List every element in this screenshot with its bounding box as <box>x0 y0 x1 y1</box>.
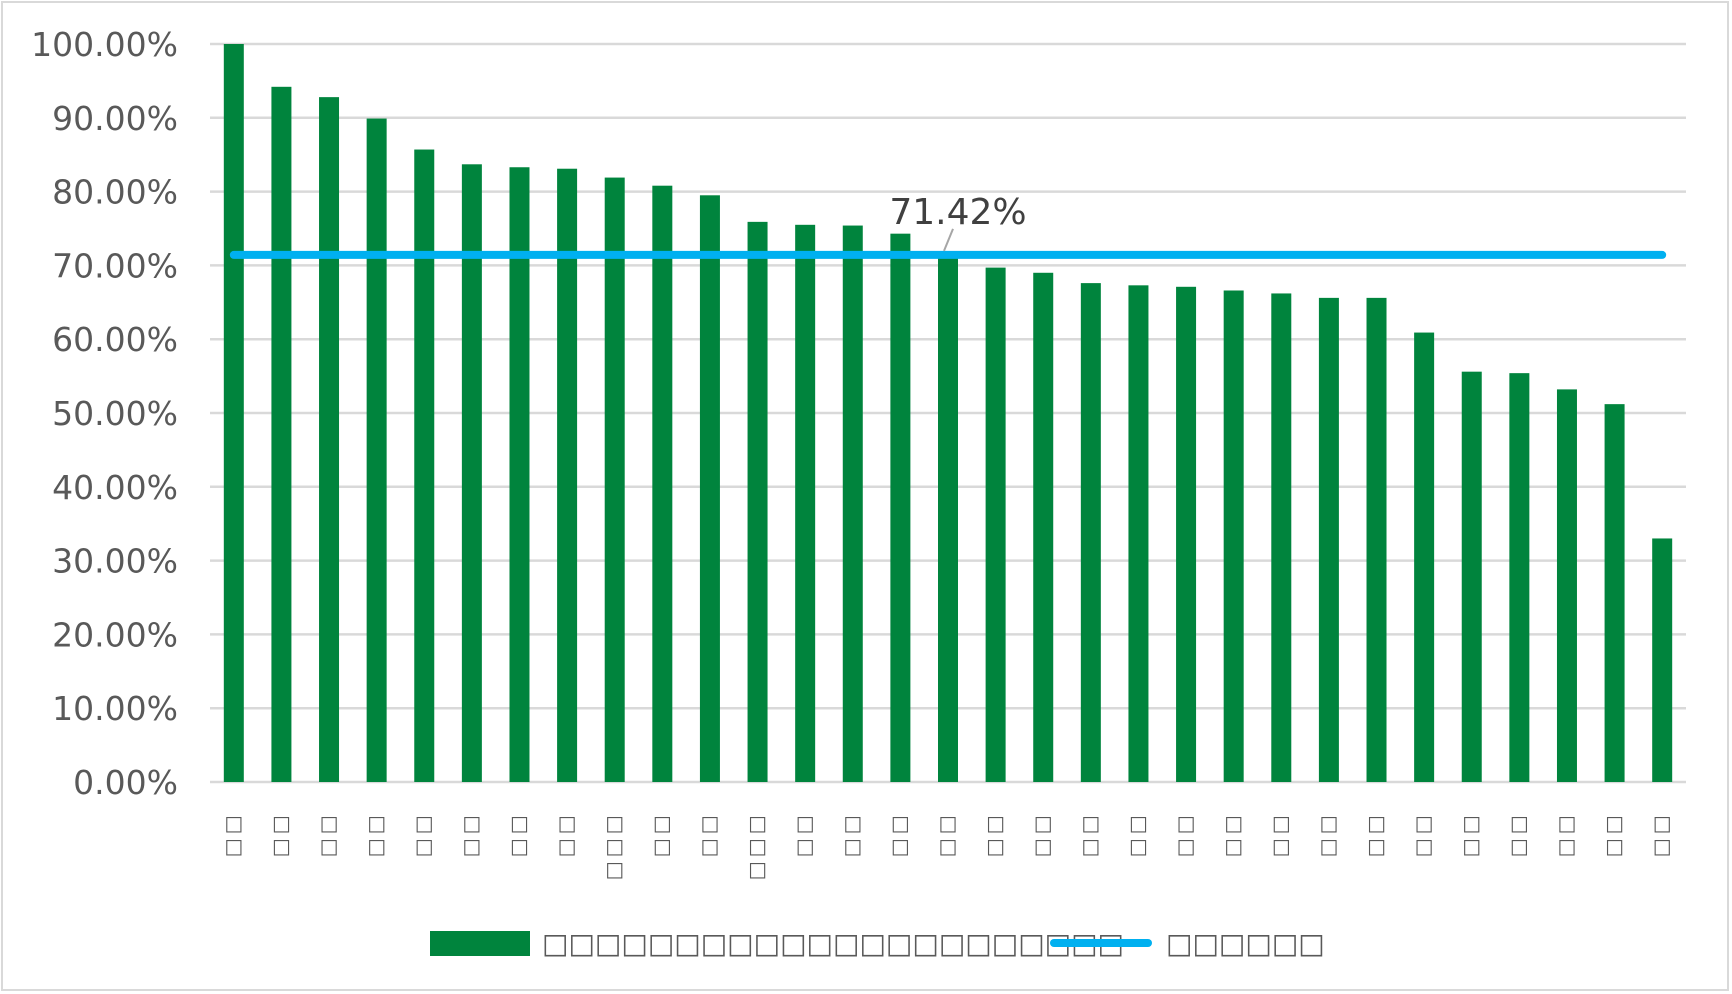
bar <box>1509 373 1530 782</box>
y-tick-label: 30.00% <box>52 542 178 581</box>
bar <box>1176 286 1197 782</box>
x-category-label: □ □ <box>1129 811 1148 858</box>
bar <box>795 224 816 782</box>
x-category-label: □ □ □ <box>748 811 767 881</box>
y-tick-label: 90.00% <box>52 99 178 138</box>
bar <box>509 167 530 783</box>
x-category-label: □ □ <box>1081 811 1100 858</box>
average-annotation: 71.42% <box>889 192 1027 252</box>
x-category-label: □ □ <box>796 811 815 858</box>
x-category-label: □ □ <box>1272 811 1291 858</box>
x-category-label: □ □ <box>224 811 243 858</box>
bar <box>319 97 340 783</box>
gridlines <box>210 42 1686 784</box>
bar <box>1223 290 1244 782</box>
x-category-label: □ □ <box>1605 811 1624 858</box>
bar <box>1414 332 1435 782</box>
annotation-leader <box>943 228 954 252</box>
x-axis-category-labels: □ □□ □□ □□ □□ □□ □□ □□ □□ □ □□ □□ □□ □ □□ □□ □□ □□ □□ □□ □□ □… <box>224 811 1671 881</box>
x-category-label: □ □ □ <box>605 811 624 881</box>
bar <box>604 177 625 782</box>
x-category-label: □ □ <box>510 811 529 858</box>
bar <box>1604 404 1625 782</box>
bar <box>985 267 1006 782</box>
bar <box>1128 285 1149 782</box>
bar <box>414 149 435 782</box>
x-category-label: □ □ <box>1558 811 1577 858</box>
y-tick-label: 80.00% <box>52 173 178 212</box>
x-category-label: □ □ <box>320 811 339 858</box>
x-category-label: □ □ <box>986 811 1005 858</box>
x-category-label: □ □ <box>558 811 577 858</box>
bar <box>890 233 911 782</box>
x-category-label: □ □ <box>1653 811 1672 858</box>
x-category-label: □ □ <box>367 811 386 858</box>
bar <box>366 118 387 782</box>
bar <box>1556 389 1577 782</box>
bar <box>1318 297 1339 782</box>
x-category-label: □ □ <box>462 811 481 858</box>
y-tick-label: 70.00% <box>52 246 178 285</box>
x-category-label: □ □ <box>1034 811 1053 858</box>
legend: □□□□□□□□□□□□□□□□□□□□□□ □□□□□□ <box>430 927 1325 960</box>
y-tick-label: 60.00% <box>52 320 178 359</box>
y-axis-tick-labels: 0.00% 10.00% 20.00% 30.00% 40.00% 50.00% 60.00… <box>31 25 178 802</box>
bar-series <box>223 44 1673 783</box>
y-tick-label: 0.00% <box>73 763 178 802</box>
bar <box>271 86 292 782</box>
bar <box>1033 272 1054 782</box>
bar <box>1461 371 1482 782</box>
bar <box>557 168 578 783</box>
x-category-label: □ □ <box>891 811 910 858</box>
y-tick-label: 20.00% <box>52 615 178 654</box>
legend-bar-label: □□□□□□□□□□□□□□□□□□□□□□ <box>542 927 1124 960</box>
legend-bar-swatch <box>430 931 530 956</box>
x-category-label: □ □ <box>653 811 672 858</box>
y-tick-label: 100.00% <box>31 25 178 64</box>
bar <box>1652 538 1673 782</box>
bar <box>842 225 863 783</box>
bar <box>699 195 720 783</box>
annotation-label: 71.42% <box>889 192 1026 233</box>
bar <box>1366 297 1387 782</box>
bar <box>652 185 673 783</box>
x-category-label: □ □ <box>700 811 719 858</box>
bar <box>1271 293 1292 782</box>
bar <box>223 44 244 782</box>
x-category-label: □ □ <box>1462 811 1481 858</box>
x-category-label: □ □ <box>1367 811 1386 858</box>
y-tick-label: 10.00% <box>52 689 178 728</box>
x-category-label: □ □ <box>843 811 862 858</box>
x-category-label: □ □ <box>1510 811 1529 858</box>
x-category-label: □ □ <box>1415 811 1434 858</box>
x-category-label: □ □ <box>1224 811 1243 858</box>
x-category-label: □ □ <box>415 811 434 858</box>
bar <box>1080 283 1101 782</box>
bar <box>461 164 482 782</box>
y-tick-label: 40.00% <box>52 468 178 507</box>
legend-line-label: □□□□□□ <box>1166 927 1325 960</box>
x-category-label: □ □ <box>272 811 291 858</box>
bar <box>747 221 768 782</box>
x-category-label: □ □ <box>1177 811 1196 858</box>
x-category-label: □ □ <box>939 811 958 858</box>
x-category-label: □ □ <box>1319 811 1338 858</box>
y-tick-label: 50.00% <box>52 394 178 433</box>
bar <box>938 255 958 782</box>
